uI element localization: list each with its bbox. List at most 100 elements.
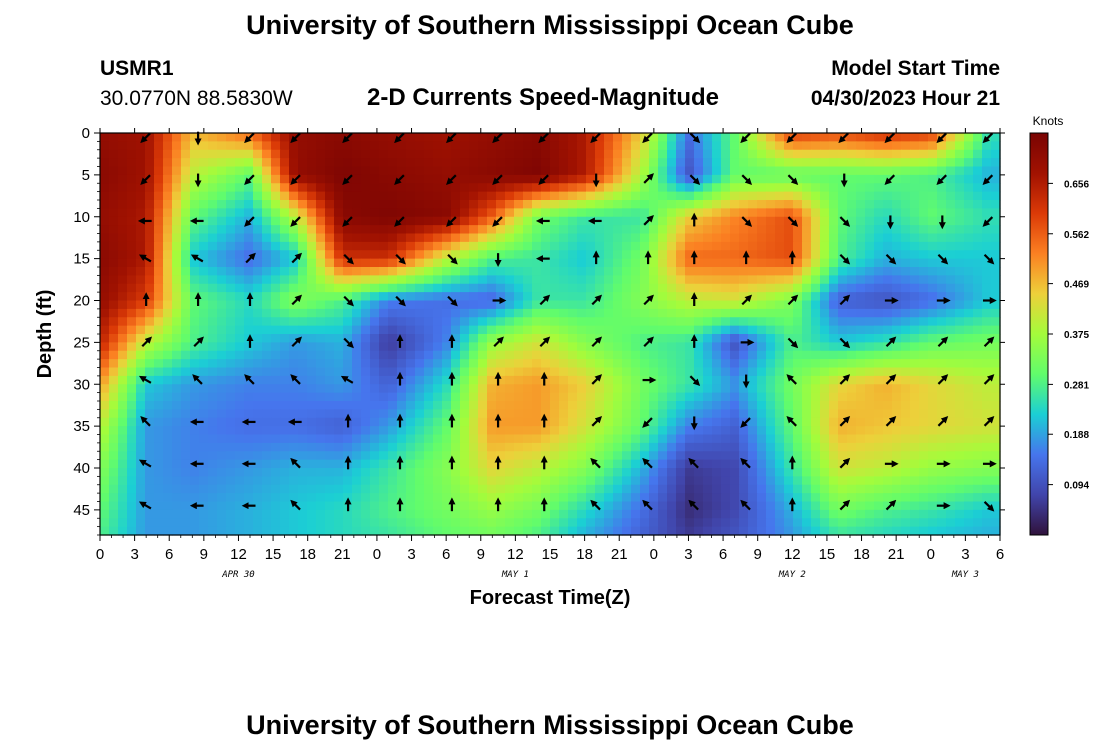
heatmap-cell [703, 208, 713, 218]
heatmap-cell [658, 468, 668, 477]
current-arrow [539, 336, 551, 348]
heatmap-cell [226, 183, 236, 193]
heatmap-cell [829, 501, 839, 511]
heatmap-cell [379, 317, 389, 327]
heatmap-cell [181, 292, 191, 302]
heatmap-cell [640, 241, 650, 251]
heatmap-cell [352, 384, 362, 394]
heatmap-cell [739, 216, 749, 226]
heatmap-cell [667, 526, 677, 536]
heatmap-cell [559, 233, 569, 243]
heatmap-cell [919, 317, 929, 327]
heatmap-cell [181, 493, 191, 503]
heatmap-cell [667, 367, 677, 377]
heatmap-cell [748, 158, 758, 168]
heatmap-cell [181, 350, 191, 360]
current-arrow [839, 416, 851, 427]
heatmap-cell [658, 233, 668, 243]
heatmap-cell [640, 174, 650, 184]
heatmap-cell [298, 384, 308, 394]
heatmap-cell [793, 384, 803, 394]
heatmap-cell [172, 375, 182, 385]
current-arrow [138, 501, 152, 510]
heatmap-cell [739, 174, 749, 184]
heatmap-cell [649, 166, 659, 176]
heatmap-cell [865, 174, 875, 184]
heatmap-cell [865, 359, 875, 369]
heatmap-cell [541, 225, 551, 235]
heatmap-cell [730, 342, 740, 352]
heatmap-cell [487, 292, 497, 302]
heatmap-cell [982, 367, 992, 377]
heatmap-cell [118, 141, 128, 151]
heatmap-cell [577, 191, 587, 201]
heatmap-cell [658, 451, 668, 461]
heatmap-cell [442, 526, 452, 536]
heatmap-cell [181, 342, 191, 352]
heatmap-cell [514, 350, 524, 360]
heatmap-cell [550, 375, 560, 385]
heatmap-cell [505, 149, 515, 159]
current-arrow [138, 375, 152, 384]
heatmap-cell [136, 518, 146, 528]
heatmap-cell [685, 283, 695, 293]
heatmap-cell [721, 292, 731, 302]
heatmap-cell [640, 526, 650, 536]
heatmap-cell [982, 334, 992, 343]
heatmap-cell [964, 283, 974, 293]
heatmap-cell [127, 350, 137, 360]
heatmap-cell [226, 200, 236, 209]
heatmap-cell [811, 183, 821, 193]
heatmap-cell [244, 300, 254, 310]
heatmap-cell [280, 451, 290, 461]
heatmap-cell [820, 342, 830, 352]
heatmap-cell [649, 501, 659, 511]
heatmap-cell [388, 191, 398, 201]
heatmap-cell [433, 468, 443, 477]
heatmap-cell [730, 384, 740, 394]
heatmap-cell [622, 225, 632, 235]
heatmap-cell [730, 509, 740, 519]
heatmap-cell [469, 258, 479, 268]
heatmap-cell [361, 174, 371, 184]
heatmap-cell [154, 258, 164, 268]
heatmap-cell [325, 233, 335, 243]
heatmap-cell [595, 141, 605, 151]
heatmap-cell [775, 334, 785, 343]
heatmap-cell [730, 375, 740, 385]
heatmap-cell [541, 267, 551, 276]
heatmap-cell [352, 493, 362, 503]
heatmap-cell [433, 292, 443, 302]
heatmap-cell [190, 283, 200, 293]
heatmap-cell [586, 434, 596, 444]
heatmap-cell [424, 384, 434, 394]
heatmap-cell [766, 476, 776, 486]
heatmap-cell [829, 493, 839, 503]
heatmap-cell [226, 258, 236, 268]
current-arrow [786, 374, 797, 385]
heatmap-cell [793, 141, 803, 151]
heatmap-cell [982, 292, 992, 302]
heatmap-cell [199, 275, 209, 285]
heatmap-cell [829, 451, 839, 461]
heatmap-cell [829, 241, 839, 251]
heatmap-cell [721, 200, 731, 209]
heatmap-cell [379, 501, 389, 511]
heatmap-cell [487, 174, 497, 184]
heatmap-cell [775, 501, 785, 511]
heatmap-cell [325, 174, 335, 184]
heatmap-cell [847, 409, 857, 419]
heatmap-cell [622, 426, 632, 436]
heatmap-cell [118, 484, 128, 494]
heatmap-cell [370, 459, 380, 469]
heatmap-cell [163, 233, 173, 243]
heatmap-cell [388, 509, 398, 519]
heatmap-cell [118, 308, 128, 318]
heatmap-cell [298, 258, 308, 268]
heatmap-cell [370, 283, 380, 293]
heatmap-cell [136, 409, 146, 419]
heatmap-cell [163, 459, 173, 469]
heatmap-cell [217, 401, 227, 410]
heatmap-cell [577, 233, 587, 243]
heatmap-cell [379, 359, 389, 369]
